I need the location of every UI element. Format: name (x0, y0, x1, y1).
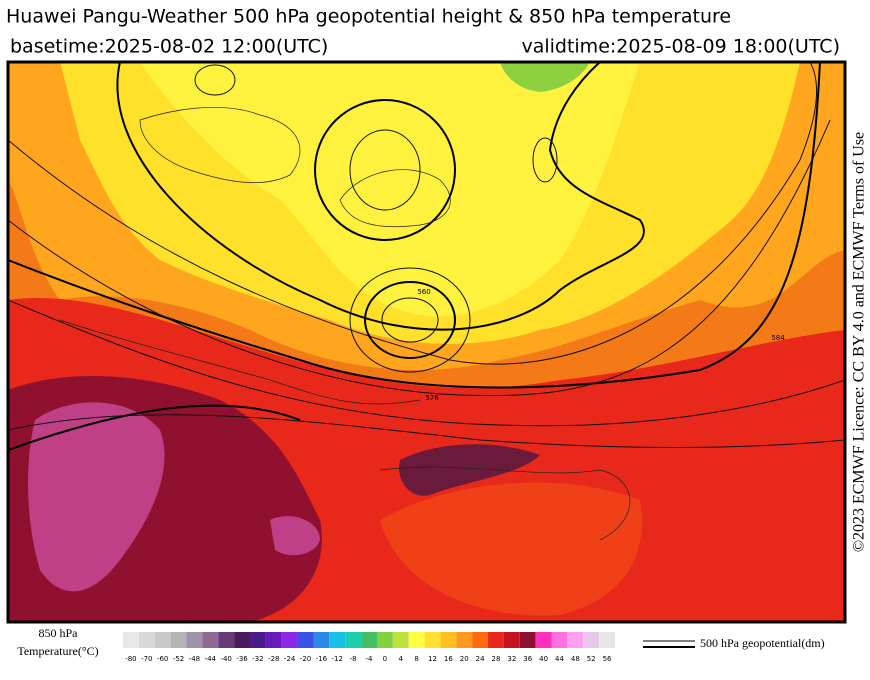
colorbar-swatch (424, 632, 441, 648)
colorbar-swatch (170, 632, 187, 648)
colorbar-swatch (313, 632, 330, 648)
colorbar-tick-label: 52 (587, 655, 596, 663)
colorbar-swatch (551, 632, 568, 648)
colorbar-tick-label: 44 (555, 655, 564, 663)
field-redorange (380, 482, 642, 616)
colorbar-tick-label: -4 (366, 655, 374, 663)
colorbar-swatch (249, 632, 266, 648)
contours (8, 62, 845, 451)
colorbar-title: 850 hPa (39, 626, 79, 640)
colorbar-tick-label: -16 (316, 655, 328, 663)
colorbar-tick-label: 20 (460, 655, 469, 663)
colorbar-swatch (265, 632, 282, 648)
colorbar-swatch (535, 632, 552, 648)
colorbar-tick-label: 40 (539, 655, 548, 663)
colorbar-tick-label: -24 (284, 655, 296, 663)
colorbar-tick-label: 8 (414, 655, 418, 663)
colorbar-swatch (599, 632, 615, 648)
colorbar-swatch (567, 632, 584, 648)
colorbar-swatch (583, 632, 600, 648)
colorbar-tick-label: -52 (173, 655, 184, 663)
colorbar-swatch (503, 632, 520, 648)
colorbar-swatch (345, 632, 362, 648)
colorbar-swatch (297, 632, 314, 648)
colorbar-tick-label: -40 (220, 655, 231, 663)
colorbar-tick-label: -12 (332, 655, 343, 663)
contour-label: 576 (425, 394, 439, 402)
colorbar-tick-label: -20 (300, 655, 311, 663)
colorbar-tick-label: 36 (523, 655, 532, 663)
colorbar-tick-label: -28 (268, 655, 279, 663)
colorbar-tick-label: -32 (252, 655, 263, 663)
field-maroon (399, 444, 540, 496)
colorbar-tick-label: -60 (157, 655, 168, 663)
coastlines (59, 107, 631, 541)
colorbar-tick-label: -48 (189, 655, 200, 663)
colorbar-swatch (361, 632, 377, 648)
colorbar-swatch (234, 632, 250, 648)
field-paleyellow (140, 62, 640, 317)
colorbar-tick-label: 24 (476, 655, 485, 663)
colorbar-swatch (376, 632, 393, 648)
colorbar-swatch (123, 632, 139, 648)
colorbar-swatch (138, 632, 155, 648)
colorbar-swatch (519, 632, 536, 648)
colorbar-title: Temperature(°C) (17, 644, 98, 658)
contour-label: 584 (771, 334, 785, 342)
colorbar-tick-label: 32 (507, 655, 516, 663)
colorbar-tick-label: -70 (141, 655, 152, 663)
colorbar-swatch (472, 632, 489, 648)
map-frame (6, 60, 847, 624)
contour-label: 560 (417, 288, 430, 296)
colorbar-swatch (281, 632, 298, 648)
colorbar-swatch (154, 632, 171, 648)
field-pink (28, 402, 165, 592)
colorbar-swatch (488, 632, 504, 648)
colorbar-tick-label: 56 (603, 655, 612, 663)
colorbar-tick-label: -80 (125, 655, 136, 663)
colorbar-tick-label: -8 (350, 655, 357, 663)
basetime: basetime:2025-08-02 12:00(UTC) (10, 36, 328, 58)
colorbar-swatch (186, 632, 203, 648)
title: Huawei Pangu-Weather 500 hPa geopotentia… (6, 6, 731, 28)
colorbar-swatch (329, 632, 346, 648)
credit: ©2023 ECMWF Licence: CC BY 4.0 and ECMWF… (851, 132, 868, 552)
colorbar-tick-label: 28 (492, 655, 501, 663)
colorbar-swatch (440, 632, 457, 648)
legend-label: 500 hPa geopotential(dm) (700, 636, 825, 650)
colorbar-swatch (218, 632, 235, 648)
field-green (500, 62, 590, 92)
colorbar-tick-label: -44 (205, 655, 217, 663)
colorbar-swatch (408, 632, 425, 648)
colorbar-tick-label: -36 (236, 655, 248, 663)
map: 560 576 584 (8, 62, 845, 622)
colorbar: -80 -70 -60 -52 -48 -44 -40 -36 -32 -28 -24 -20 -16-… (123, 632, 615, 663)
colorbar-swatch (456, 632, 473, 648)
validtime: validtime:2025-08-09 18:00(UTC) (521, 36, 840, 58)
field-pink2 (270, 516, 320, 556)
colorbar-tick-label: 0 (383, 655, 387, 663)
colorbar-tick-label: 4 (399, 655, 404, 663)
colorbar-swatch (202, 632, 219, 648)
colorbar-tick-label: 12 (428, 655, 437, 663)
colorbar-tick-label: 48 (571, 655, 580, 663)
colorbar-tick-label: 16 (444, 655, 453, 663)
colorbar-swatch (392, 632, 409, 648)
